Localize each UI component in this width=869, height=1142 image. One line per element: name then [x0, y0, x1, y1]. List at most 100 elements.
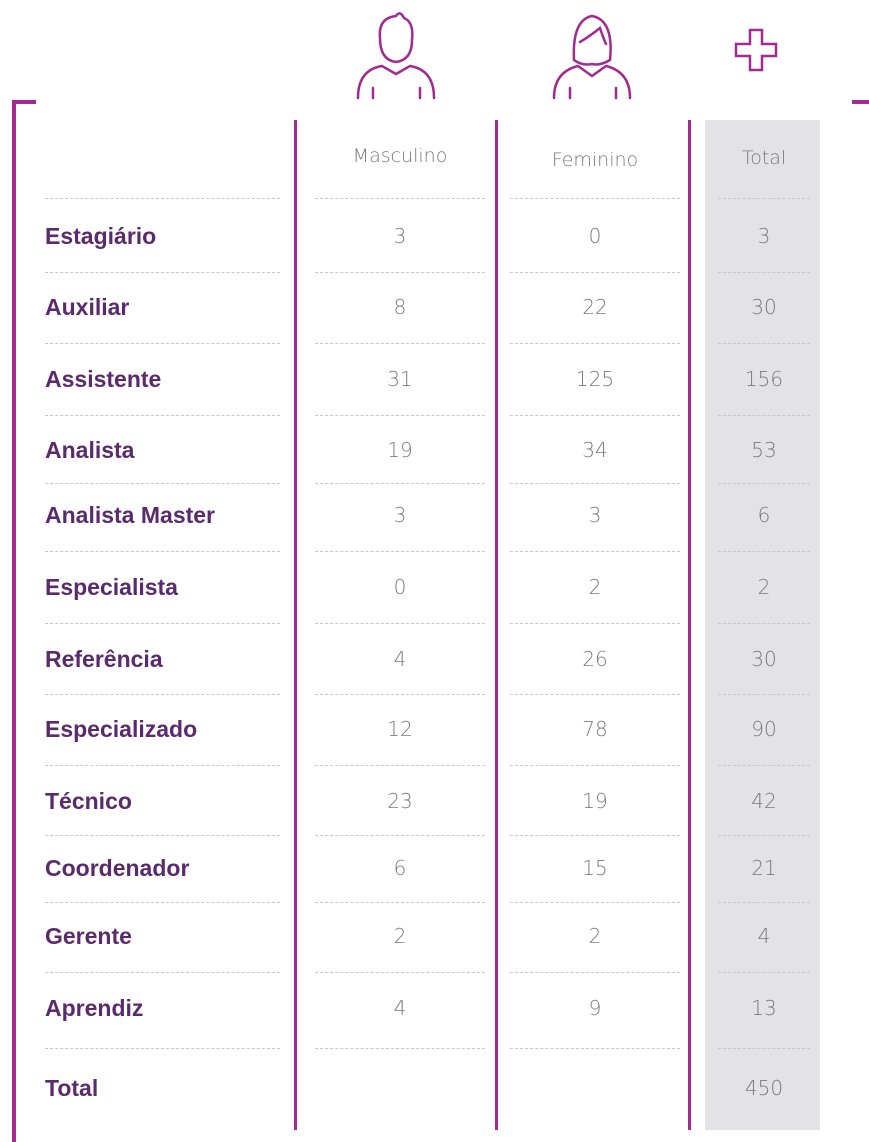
- plus-icon: [734, 28, 778, 72]
- row-label: Assistente: [45, 366, 162, 392]
- row-label: Referência: [45, 646, 163, 672]
- cell-value: 31: [387, 367, 413, 391]
- row-separator: [315, 551, 485, 552]
- cell-value: 8: [393, 295, 407, 319]
- cell-value: 6: [757, 503, 771, 527]
- cell-value: 15: [582, 856, 608, 880]
- row-label: Gerente: [45, 923, 132, 949]
- cell-value: 2: [393, 924, 407, 948]
- row-separator: [718, 902, 810, 903]
- row-label: Aprendiz: [45, 995, 144, 1021]
- cell-value: 4: [757, 924, 771, 948]
- column-header: Total: [741, 147, 787, 169]
- column-header: Feminino: [551, 149, 639, 171]
- cell-value: 23: [387, 789, 413, 813]
- row-separator: [510, 551, 680, 552]
- divider: [688, 120, 691, 1130]
- cell-value: 2: [588, 924, 602, 948]
- row-separator: [510, 198, 680, 199]
- cell-value: 34: [582, 438, 608, 462]
- row-separator: [45, 765, 280, 766]
- row-separator: [510, 343, 680, 344]
- cell-value: 12: [387, 717, 413, 741]
- row-separator: [45, 483, 280, 484]
- row-separator: [510, 483, 680, 484]
- cell-value: 3: [757, 224, 771, 248]
- row-separator: [718, 765, 810, 766]
- cell-value: 2: [757, 575, 771, 599]
- cell-value: 42: [751, 789, 777, 813]
- row-separator: [315, 415, 485, 416]
- cell-value: 125: [575, 367, 615, 391]
- row-separator: [45, 198, 280, 199]
- row-separator: [315, 272, 485, 273]
- row-separator: [718, 198, 810, 199]
- total-value: 450: [744, 1076, 784, 1100]
- row-separator: [718, 415, 810, 416]
- row-separator: [45, 623, 280, 624]
- row-label: Especialista: [45, 574, 178, 600]
- cell-value: 3: [393, 224, 407, 248]
- row-separator: [510, 902, 680, 903]
- row-label: Analista Master: [45, 502, 216, 528]
- cell-value: 22: [582, 295, 608, 319]
- cell-value: 30: [751, 295, 777, 319]
- row-label: Analista: [45, 437, 135, 463]
- cell-value: 6: [393, 856, 407, 880]
- row-label: Auxiliar: [45, 294, 130, 320]
- cell-value: 0: [393, 575, 407, 599]
- cell-value: 19: [387, 438, 413, 462]
- row-separator: [510, 694, 680, 695]
- cell-value: 78: [582, 717, 608, 741]
- row-separator: [45, 902, 280, 903]
- cell-value: 90: [751, 717, 777, 741]
- row-separator: [718, 551, 810, 552]
- row-separator: [315, 623, 485, 624]
- row-separator: [45, 694, 280, 695]
- row-separator: [718, 623, 810, 624]
- row-separator: [315, 483, 485, 484]
- row-separator: [510, 415, 680, 416]
- row-separator: [315, 694, 485, 695]
- column-header: Masculino: [352, 145, 448, 167]
- male-icon: [356, 12, 436, 100]
- row-separator: [510, 835, 680, 836]
- row-separator: [510, 1048, 680, 1049]
- cell-value: 2: [588, 575, 602, 599]
- row-separator: [315, 835, 485, 836]
- row-separator: [45, 551, 280, 552]
- row-separator: [718, 835, 810, 836]
- row-separator: [718, 272, 810, 273]
- cell-value: 13: [751, 996, 777, 1020]
- icons: [356, 12, 778, 100]
- row-separator: [45, 972, 280, 973]
- total-label: Total: [45, 1075, 99, 1101]
- cell-value: 3: [588, 503, 602, 527]
- bracket: [12, 100, 36, 104]
- row-separator: [718, 343, 810, 344]
- row-separator: [45, 272, 280, 273]
- cell-value: 156: [744, 367, 784, 391]
- cell-value: 21: [751, 856, 777, 880]
- cell-value: 26: [582, 647, 608, 671]
- row-separator: [510, 623, 680, 624]
- row-label: Especializado: [45, 716, 198, 742]
- row-separator: [510, 972, 680, 973]
- row-separator: [510, 765, 680, 766]
- row-separator: [45, 343, 280, 344]
- row-separator: [315, 902, 485, 903]
- cell-value: 19: [582, 789, 608, 813]
- row-separator: [315, 343, 485, 344]
- divider: [495, 120, 498, 1130]
- cell-value: 30: [751, 647, 777, 671]
- row-label: Estagiário: [45, 223, 157, 249]
- row-separator: [45, 415, 280, 416]
- row-separator: [510, 272, 680, 273]
- row-label: Técnico: [45, 788, 132, 814]
- cell-value: 4: [393, 996, 407, 1020]
- divider: [294, 120, 297, 1130]
- female-icon: [552, 14, 632, 100]
- row-separator: [315, 198, 485, 199]
- row-separator: [315, 1048, 485, 1049]
